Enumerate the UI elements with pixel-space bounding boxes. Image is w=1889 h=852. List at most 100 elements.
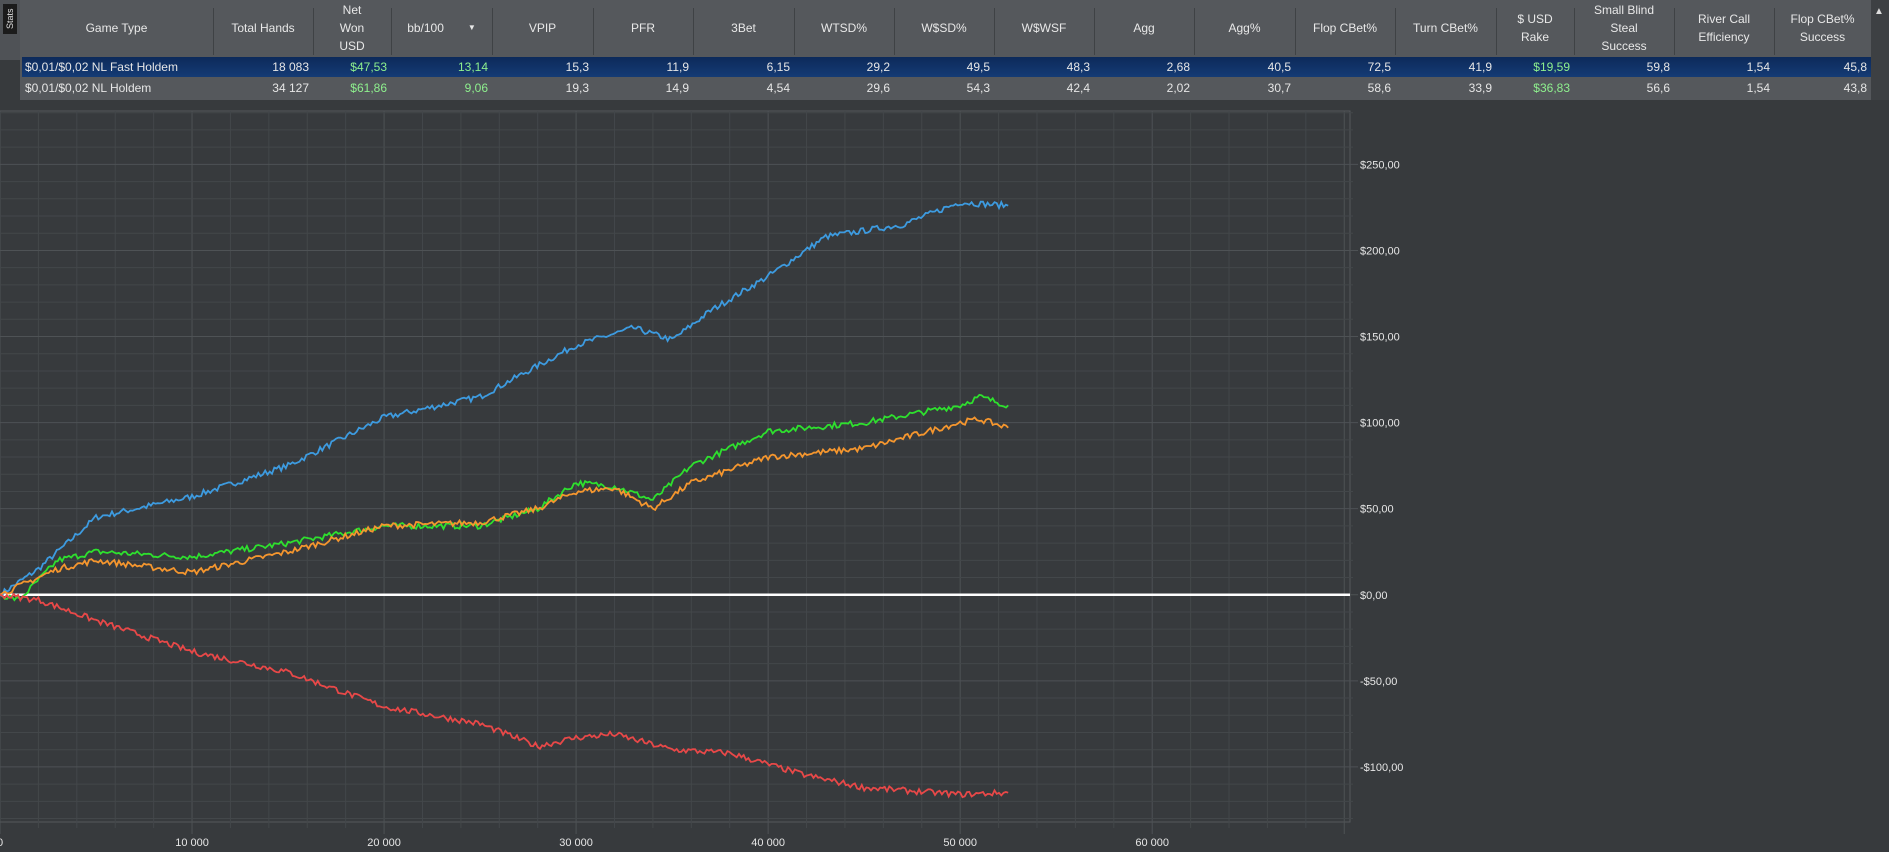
column-divider[interactable] bbox=[391, 8, 392, 55]
column-divider[interactable] bbox=[1574, 8, 1575, 55]
column-divider[interactable] bbox=[213, 8, 214, 55]
table-cell: 41,9 bbox=[1468, 60, 1492, 74]
table-cell: 56,6 bbox=[1646, 81, 1670, 95]
column-header-flop-cbet[interactable]: Flop CBet% bbox=[1295, 0, 1395, 55]
table-cell: 49,5 bbox=[966, 60, 990, 74]
column-header-agg[interactable]: Agg bbox=[1094, 0, 1194, 55]
column-divider[interactable] bbox=[1295, 8, 1296, 55]
y-tick-label: $100,00 bbox=[1360, 418, 1400, 430]
table-cell: 18 083 bbox=[272, 60, 309, 74]
column-header-label: Agg% bbox=[1228, 20, 1261, 35]
column-header-label: Small Blind Steal Success bbox=[1593, 2, 1655, 53]
column-header-river-call-efficiency[interactable]: River Call Efficiency bbox=[1674, 0, 1774, 55]
table-cell: 15,3 bbox=[565, 60, 589, 74]
column-header-bb-100[interactable]: bb/100 ▼ bbox=[391, 0, 492, 55]
table-cell: 45,8 bbox=[1843, 60, 1867, 74]
plot-area bbox=[0, 110, 1351, 823]
column-header-agg[interactable]: Agg% bbox=[1194, 0, 1295, 55]
table-cell: 9,06 bbox=[464, 81, 488, 95]
column-divider[interactable] bbox=[593, 8, 594, 55]
column-divider[interactable] bbox=[1094, 8, 1095, 55]
table-cell: 2,68 bbox=[1166, 60, 1190, 74]
table-cell: $47,53 bbox=[350, 60, 387, 74]
column-header-w-wsf[interactable]: W$WSF bbox=[994, 0, 1094, 55]
column-divider[interactable] bbox=[693, 8, 694, 55]
table-cell: 34 127 bbox=[272, 81, 309, 95]
x-tick-label: 60 000 bbox=[1135, 837, 1169, 849]
column-header-vpip[interactable]: VPIP bbox=[492, 0, 593, 55]
column-header-total-hands[interactable]: Total Hands bbox=[213, 0, 313, 55]
table-cell: 48,3 bbox=[1066, 60, 1090, 74]
table-row[interactable]: $0,01/$0,02 NL Holdem 34 127 $61,86 9,06 19,… bbox=[22, 78, 1871, 98]
column-header-net-won-usd[interactable]: Net Won USD bbox=[313, 0, 391, 55]
column-header-label: PFR bbox=[631, 20, 655, 35]
column-divider[interactable] bbox=[994, 8, 995, 55]
column-header--usd-rake[interactable]: $ USD Rake bbox=[1496, 0, 1574, 55]
table-cell: 30,7 bbox=[1267, 81, 1291, 95]
column-divider[interactable] bbox=[1674, 8, 1675, 55]
stats-table: Game Type Total Hands Net Won USD bb/100 ▼ V… bbox=[20, 0, 1871, 100]
column-divider[interactable] bbox=[1395, 8, 1396, 55]
column-header-game-type[interactable]: Game Type bbox=[20, 0, 213, 55]
column-header-label: Total Hands bbox=[231, 20, 295, 35]
column-header-label: 3Bet bbox=[731, 20, 756, 35]
column-divider[interactable] bbox=[1194, 8, 1195, 55]
table-cell: 2,02 bbox=[1166, 81, 1190, 95]
table-cell: 29,6 bbox=[866, 81, 890, 95]
stats-side-tab[interactable]: Stats bbox=[0, 0, 20, 60]
table-cell: 29,2 bbox=[866, 60, 890, 74]
y-tick-label: $250,00 bbox=[1360, 159, 1400, 171]
x-tick-label: 10 000 bbox=[175, 837, 209, 849]
column-divider[interactable] bbox=[1774, 8, 1775, 55]
column-divider[interactable] bbox=[794, 8, 795, 55]
sort-desc-icon: ▼ bbox=[467, 22, 476, 32]
column-header-label: W$SD% bbox=[921, 20, 967, 35]
column-header-label: WTSD% bbox=[821, 20, 867, 35]
table-cell: 11,9 bbox=[666, 60, 689, 74]
table-cell: 58,6 bbox=[1367, 81, 1391, 95]
column-header-label: Net Won USD bbox=[339, 2, 365, 53]
y-tick-label: $150,00 bbox=[1360, 332, 1400, 344]
column-divider[interactable] bbox=[313, 8, 314, 55]
table-cell: 59,8 bbox=[1646, 60, 1670, 74]
column-header-3bet[interactable]: 3Bet bbox=[693, 0, 794, 55]
column-header-label: River Call Efficiency bbox=[1697, 11, 1750, 44]
x-tick-label: 30 000 bbox=[559, 837, 593, 849]
x-tick-label: 50 000 bbox=[943, 837, 977, 849]
column-header-label: bb/100 bbox=[407, 20, 444, 35]
table-cell: $61,86 bbox=[350, 81, 387, 95]
table-cell: 13,14 bbox=[457, 60, 488, 74]
column-header-pfr[interactable]: PFR bbox=[593, 0, 693, 55]
column-header-label: $ USD Rake bbox=[1517, 11, 1553, 44]
column-header-label: Agg bbox=[1133, 20, 1155, 35]
x-tick-label: 20 000 bbox=[367, 837, 401, 849]
column-header-label: Turn CBet% bbox=[1413, 20, 1478, 35]
column-divider[interactable] bbox=[1496, 8, 1497, 55]
table-cell: 54,3 bbox=[966, 81, 990, 95]
x-tick-label: 40 000 bbox=[751, 837, 785, 849]
y-tick-label: -$100,00 bbox=[1360, 762, 1403, 774]
column-header-label: W$WSF bbox=[1021, 20, 1067, 35]
column-header-label: Flop CBet% bbox=[1312, 20, 1378, 35]
table-cell: 43,8 bbox=[1843, 81, 1867, 95]
column-header-label: Flop CBet% Success bbox=[1790, 11, 1855, 44]
column-header-w-sd[interactable]: W$SD% bbox=[894, 0, 994, 55]
column-header-wtsd[interactable]: WTSD% bbox=[794, 0, 894, 55]
table-cell: 6,15 bbox=[766, 60, 790, 74]
table-cell: 42,4 bbox=[1066, 81, 1090, 95]
column-header-small-blind-steal-success[interactable]: Small Blind Steal Success bbox=[1574, 0, 1674, 55]
series-line-blue bbox=[0, 199, 1009, 598]
column-header-turn-cbet[interactable]: Turn CBet% bbox=[1395, 0, 1496, 55]
table-header: Game Type Total Hands Net Won USD bb/100 ▼ V… bbox=[20, 0, 1871, 55]
scroll-up-icon[interactable]: ▲ bbox=[1874, 6, 1884, 17]
table-cell: $0,01/$0,02 NL Holdem bbox=[25, 81, 152, 95]
table-cell: 14,9 bbox=[665, 81, 689, 95]
y-tick-label: -$50,00 bbox=[1360, 676, 1397, 688]
table-scrollbar[interactable]: ▲ bbox=[1871, 0, 1889, 100]
table-cell: 33,9 bbox=[1468, 81, 1492, 95]
table-row[interactable]: $0,01/$0,02 NL Fast Holdem 18 083 $47,53 13… bbox=[22, 57, 1871, 77]
column-divider[interactable] bbox=[894, 8, 895, 55]
column-divider[interactable] bbox=[492, 8, 493, 55]
column-header-flop-cbet-success[interactable]: Flop CBet% Success bbox=[1774, 0, 1871, 55]
